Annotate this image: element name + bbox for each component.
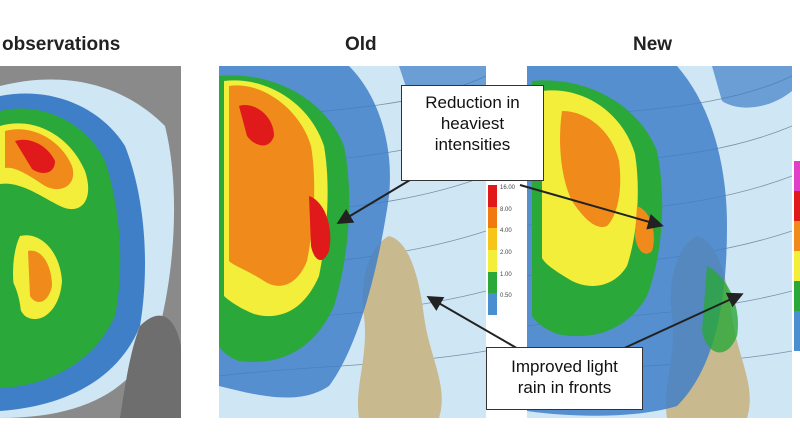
light-rain-callout: Improved light rain in fronts — [486, 347, 643, 410]
colorbar-swatch — [488, 249, 497, 272]
reduction-callout: Reduction in heaviest intensities — [401, 85, 544, 181]
light-rain-line-1: Improved light — [511, 357, 618, 376]
colorbar-tick-label: 16.00 — [500, 185, 516, 191]
observations-title: observations — [2, 34, 121, 55]
reduction-line-1: Reduction in — [425, 93, 520, 112]
new-title: New — [633, 34, 673, 55]
reduction-line-3: intensities — [434, 135, 511, 154]
colorbar-tick-label: 8.00 — [500, 206, 512, 213]
colorbar-swatch — [488, 271, 497, 294]
colorbar-tick-label: 2.00 — [500, 250, 512, 256]
colorbar-swatches — [488, 185, 497, 315]
colorbar-swatch — [488, 185, 497, 207]
precipitation-colorbar: 16.00 8.00 4.00 2.00 1.00 0.50 — [488, 180, 524, 320]
observations-radar-panel — [0, 66, 181, 418]
colorbar-tick-label: 1.00 — [500, 271, 512, 278]
colorbar-swatch — [488, 228, 497, 250]
reduction-line-2: heaviest — [440, 114, 505, 133]
colorbar-tick-label: 4.00 — [500, 228, 512, 235]
colorbar-swatch — [488, 293, 497, 315]
right-edge-colorbar — [794, 66, 800, 418]
old-title: Old — [345, 34, 377, 55]
colorbar-swatch — [488, 206, 497, 229]
colorbar-tick-label: 0.50 — [500, 293, 512, 300]
light-rain-line-2: rain in fronts — [517, 378, 612, 397]
